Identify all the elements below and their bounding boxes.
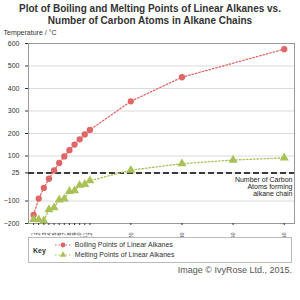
- svg-text:200: 200: [8, 130, 20, 137]
- html-text:Plot of Boiling and Melting Po: Plot of Boiling and Melting Points of Li…: [19, 3, 281, 26]
- svg-text:7: 7: [61, 232, 68, 236]
- svg-text:25: 25: [12, 169, 20, 176]
- svg-text:Number of CarbonAtoms forminga: Number of CarbonAtoms formingalkane chai…: [235, 176, 293, 197]
- svg-text:12: 12: [87, 233, 93, 238]
- svg-text:−100: −100: [4, 197, 20, 204]
- html-text:Melting Points of Linear Alkan: Melting Points of Linear Alkanes: [74, 251, 175, 258]
- svg-text:8: 8: [66, 232, 73, 236]
- svg-text:30: 30: [179, 233, 185, 238]
- svg-text:600: 600: [8, 40, 20, 47]
- svg-text:5: 5: [50, 232, 57, 236]
- svg-text:3: 3: [40, 232, 47, 236]
- svg-text:40: 40: [230, 233, 236, 238]
- svg-text:Temperature / °C: Temperature / °C: [4, 29, 57, 37]
- svg-text:2: 2: [35, 232, 42, 236]
- html-text:Key: Key: [33, 246, 46, 254]
- svg-text:1: 1: [30, 232, 37, 236]
- svg-text:400: 400: [8, 85, 20, 92]
- html-text:Image © IvyRose Ltd., 2015.: Image © IvyRose Ltd., 2015.: [177, 265, 292, 275]
- svg-text:500: 500: [8, 62, 20, 69]
- html-text:Boiling Points of Linear Alkan: Boiling Points of Linear Alkanes: [74, 241, 173, 248]
- svg-text:−200: −200: [4, 220, 20, 227]
- svg-text:50: 50: [281, 233, 287, 238]
- svg-text:4: 4: [45, 232, 52, 236]
- svg-text:100: 100: [8, 152, 20, 159]
- svg-text:20: 20: [128, 233, 134, 238]
- svg-text:6: 6: [56, 232, 62, 236]
- svg-text:300: 300: [8, 107, 20, 114]
- svg-text:9: 9: [71, 232, 78, 236]
